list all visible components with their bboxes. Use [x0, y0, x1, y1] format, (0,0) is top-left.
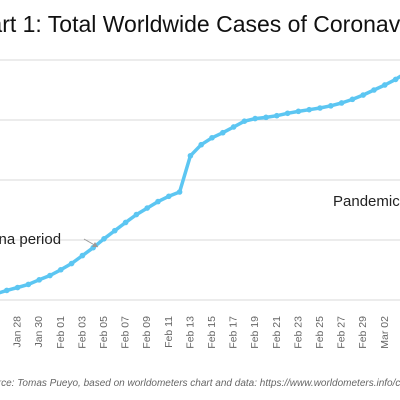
x-tick-label: Feb 17: [228, 316, 240, 349]
data-point: [14, 284, 21, 291]
data-point: [36, 277, 42, 283]
data-point: [230, 124, 237, 130]
data-point: [155, 198, 161, 205]
x-tick-label: Feb 07: [120, 316, 132, 349]
x-tick-label: Feb 21: [271, 316, 283, 349]
data-point: [295, 108, 302, 115]
pandemic-annotation: Pandemic: [333, 193, 400, 210]
data-points: [4, 76, 399, 294]
data-point: [338, 100, 345, 106]
data-point: [187, 152, 194, 159]
data-point: [371, 87, 377, 93]
x-tick-label: Feb 25: [314, 316, 326, 349]
data-point: [274, 112, 280, 119]
x-tick-label: Jan 28: [12, 316, 24, 348]
x-tick-label: Feb 27: [336, 316, 348, 349]
data-point: [4, 287, 10, 294]
data-point: [263, 114, 269, 121]
x-tick-label: Feb 29: [357, 316, 369, 349]
x-tick-label: Feb 09: [141, 316, 153, 349]
data-point: [133, 211, 140, 218]
x-tick-label: Feb 13: [184, 316, 196, 349]
x-axis-ticks: Jan 28 Jan 30 Feb 01 Feb 03 Feb 05 Feb 07 Feb …: [12, 316, 391, 349]
series-line: [0, 74, 400, 295]
x-tick-label: Feb 11: [163, 316, 175, 348]
data-point: [122, 219, 129, 226]
data-point: [241, 118, 248, 124]
data-point: [328, 103, 334, 109]
x-tick-label: Feb 23: [292, 316, 304, 349]
data-point: [144, 205, 150, 211]
china-period-annotation: China period: [0, 231, 61, 248]
data-point: [317, 105, 323, 111]
data-point: [112, 227, 118, 234]
x-tick-label: Feb 15: [206, 316, 218, 349]
data-point: [306, 106, 313, 113]
chart-title: Chart 1: Total Worldwide Cases of Corona…: [0, 11, 400, 37]
data-point: [198, 141, 204, 148]
data-point: [284, 110, 291, 117]
data-point: [252, 115, 258, 122]
x-tick-label: Feb 01: [55, 316, 67, 349]
x-tick-label: Jan 30: [33, 316, 45, 348]
x-tick-label: Feb 03: [76, 316, 88, 349]
data-point: [209, 134, 215, 141]
x-tick-label: Feb 19: [249, 316, 261, 349]
china-period-arrowhead: [92, 242, 98, 247]
data-point: [166, 193, 172, 200]
data-point: [101, 236, 107, 242]
data-point: [68, 260, 75, 267]
data-point: [176, 189, 183, 195]
data-point: [25, 281, 32, 288]
gridlines: [0, 59, 400, 301]
x-tick-label: Mar 02: [379, 316, 391, 349]
data-point: [79, 252, 86, 259]
data-point: [392, 76, 399, 83]
data-point: [360, 92, 367, 98]
data-point: [349, 96, 356, 103]
x-tick-label: Feb 05: [98, 316, 110, 349]
data-point: [382, 82, 388, 88]
data-point: [58, 266, 64, 273]
data-point: [47, 272, 53, 279]
source-note: Source: Tomas Pueyo, based on worldomete…: [0, 378, 400, 389]
data-point: [220, 129, 226, 136]
